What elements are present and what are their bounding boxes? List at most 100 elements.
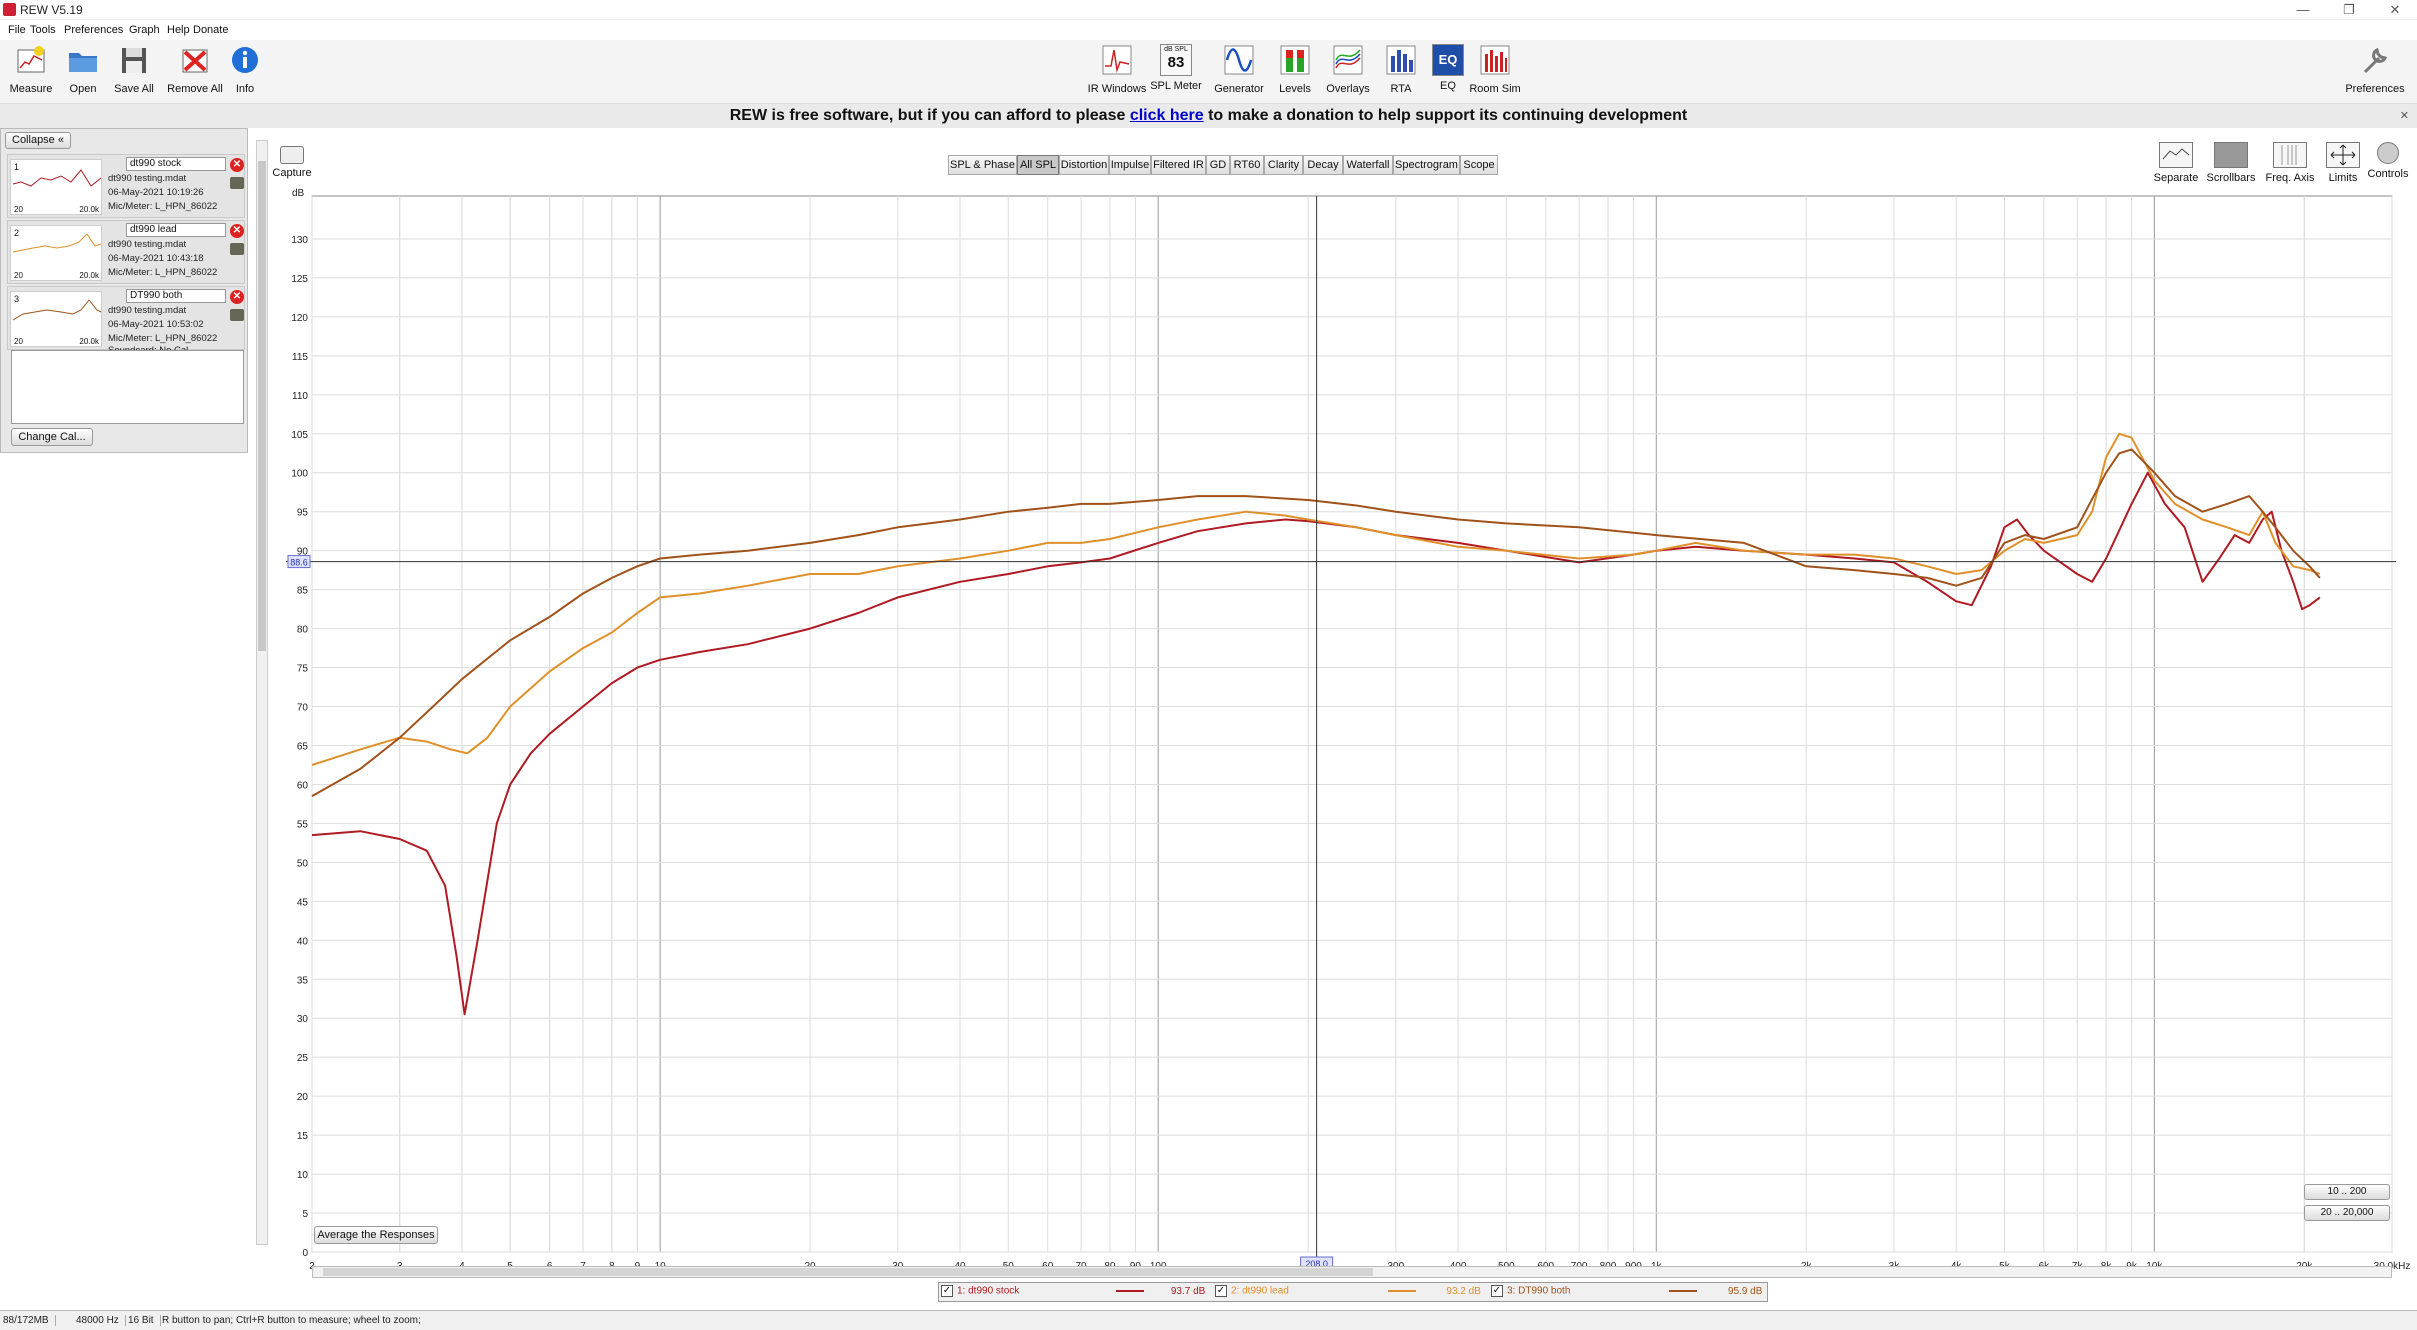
scrollbars-button[interactable]: Scrollbars (2203, 142, 2259, 184)
legend-checkbox-3[interactable]: ✓ (1491, 1285, 1503, 1297)
tab-gd[interactable]: GD (1206, 155, 1230, 175)
close-button[interactable]: ✕ (2389, 2, 2401, 17)
ir-windows-button[interactable]: IR Windows (1082, 44, 1152, 95)
levels-icon (1280, 45, 1310, 75)
y-tick-label: 80 (297, 625, 309, 636)
tab-rt60[interactable]: RT60 (1230, 155, 1264, 175)
info-button[interactable]: Info (210, 44, 280, 95)
y-tick-label: 115 (292, 352, 308, 363)
collapse-button[interactable]: Collapse « (5, 132, 71, 149)
menu-preferences[interactable]: Preferences (64, 24, 124, 36)
measurement-item-3[interactable]: 3 20 20.0k DT990 both dt990 testing.mdat… (7, 286, 245, 356)
tab-spl-phase[interactable]: SPL & Phase (948, 155, 1017, 175)
measurement-item-1[interactable]: 1 20 20.0k dt990 stock dt990 testing.mda… (7, 154, 245, 218)
tab-filtered-ir[interactable]: Filtered IR (1151, 155, 1206, 175)
maximize-button[interactable]: ❐ (2343, 2, 2355, 17)
menu-file[interactable]: File (8, 24, 26, 36)
measurement-item-2[interactable]: 2 20 20.0k dt990 lead dt990 testing.mdat… (7, 220, 245, 284)
measurements-panel: Collapse « 1 20 20.0k dt990 stock dt990 … (0, 128, 248, 453)
generator-button[interactable]: Generator (1204, 44, 1274, 95)
tab-all-spl[interactable]: All SPL (1017, 155, 1059, 175)
delete-measurement-icon[interactable]: ✕ (230, 224, 244, 238)
measure-button[interactable]: Measure (0, 44, 66, 95)
spl-meter-button[interactable]: dB SPL 83 SPL Meter (1150, 44, 1202, 92)
legend-item-1[interactable]: ✓ 1: dt990 stock 93.7 dB (941, 1285, 1206, 1297)
series-line-3 (311, 448, 2321, 797)
legend-item-3[interactable]: ✓ 3: DT990 both 95.9 dB (1491, 1285, 1763, 1297)
eq-button[interactable]: EQ EQ (1413, 44, 1483, 92)
limits-button[interactable]: Limits (2315, 142, 2371, 184)
remove-icon (182, 49, 208, 73)
measurement-name-field[interactable]: dt990 lead (126, 223, 226, 237)
y-tick-label: 15 (297, 1131, 309, 1142)
status-bar: 88/172MB 48000 Hz 16 Bit R button to pan… (0, 1310, 2417, 1330)
measurement-props-icon[interactable] (230, 177, 244, 189)
donation-link[interactable]: click here (1129, 107, 1204, 124)
legend-item-2[interactable]: ✓ 2: dt990 lead 93.2 dB (1215, 1285, 1481, 1297)
cursor-level-label: 88.6 (290, 558, 308, 568)
measurement-name-field[interactable]: dt990 stock (126, 157, 226, 171)
x-tick-label: 30.0kHz (2374, 1261, 2411, 1272)
menu-graph[interactable]: Graph (129, 24, 160, 36)
y-tick-label: 110 (292, 391, 308, 402)
average-responses-button[interactable]: Average the Responses (314, 1226, 438, 1244)
scrollbar-thumb[interactable] (323, 1268, 1373, 1276)
status-memory: 88/172MB (3, 1315, 56, 1326)
tab-decay[interactable]: Decay (1303, 155, 1343, 175)
separate-button[interactable]: Separate (2148, 142, 2204, 184)
change-cal-button[interactable]: Change Cal... (11, 428, 93, 446)
status-bit-depth: 16 Bit (128, 1315, 161, 1326)
controls-button[interactable]: Controls (2362, 142, 2414, 180)
measurement-props-icon[interactable] (230, 309, 244, 321)
spl-meter-icon: dB SPL 83 (1160, 44, 1192, 76)
freq-axis-icon (2273, 142, 2307, 168)
tab-clarity[interactable]: Clarity (1264, 155, 1303, 175)
donation-banner: REW is free software, but if you can aff… (0, 104, 2417, 128)
save-all-button[interactable]: Save All (99, 44, 169, 95)
capture-button[interactable]: Capture (270, 146, 314, 179)
menu-tools[interactable]: Tools (30, 24, 56, 36)
notes-area[interactable] (11, 350, 244, 424)
y-tick-label: 40 (297, 936, 309, 947)
measurement-thumbnail: 2 20 20.0k (10, 225, 102, 281)
open-button[interactable]: Open (48, 44, 118, 95)
legend-swatch (1116, 1290, 1145, 1292)
range-10-200-button[interactable]: 10 .. 200 (2304, 1184, 2390, 1200)
rta-button[interactable]: RTA (1366, 44, 1436, 95)
folder-icon (69, 53, 97, 72)
rta-icon (1386, 45, 1416, 75)
limits-icon (2326, 142, 2360, 168)
preferences-button[interactable]: Preferences (2340, 44, 2410, 95)
scrollbar-thumb[interactable] (258, 161, 266, 651)
tab-impulse[interactable]: Impulse (1109, 155, 1151, 175)
banner-close-icon[interactable]: ✕ (2399, 110, 2409, 122)
minimize-button[interactable]: — (2296, 2, 2310, 17)
freq-axis-button[interactable]: Freq. Axis (2262, 142, 2318, 184)
delete-measurement-icon[interactable]: ✕ (230, 290, 244, 304)
menu-donate[interactable]: Donate (193, 24, 229, 36)
menu-help[interactable]: Help (167, 24, 190, 36)
tab-distortion[interactable]: Distortion (1059, 155, 1109, 175)
tab-spectrogram[interactable]: Spectrogram (1393, 155, 1460, 175)
tab-waterfall[interactable]: Waterfall (1343, 155, 1393, 175)
delete-measurement-icon[interactable]: ✕ (230, 158, 244, 172)
legend-checkbox-2[interactable]: ✓ (1215, 1285, 1227, 1297)
y-tick-label: 100 (291, 469, 308, 480)
tab-scope[interactable]: Scope (1460, 155, 1498, 175)
horizontal-scrollbar[interactable] (312, 1266, 2392, 1278)
y-tick-label: 45 (297, 897, 309, 908)
y-tick-label: 60 (297, 780, 309, 791)
remove-all-button[interactable]: Remove All (160, 44, 230, 95)
scrollbars-icon (2214, 142, 2248, 168)
measurement-name-field[interactable]: DT990 both (126, 289, 226, 303)
levels-button[interactable]: Levels (1260, 44, 1330, 95)
measurement-props-icon[interactable] (230, 243, 244, 255)
legend-checkbox-1[interactable]: ✓ (941, 1285, 953, 1297)
room-sim-button[interactable]: Room Sim (1460, 44, 1530, 95)
y-tick-label: 35 (297, 975, 309, 986)
overlays-button[interactable]: Overlays (1313, 44, 1383, 95)
y-tick-label: 20 (297, 1092, 309, 1103)
range-20-20000-button[interactable]: 20 .. 20,000 (2304, 1205, 2390, 1221)
vertical-scrollbar[interactable] (256, 140, 268, 1245)
